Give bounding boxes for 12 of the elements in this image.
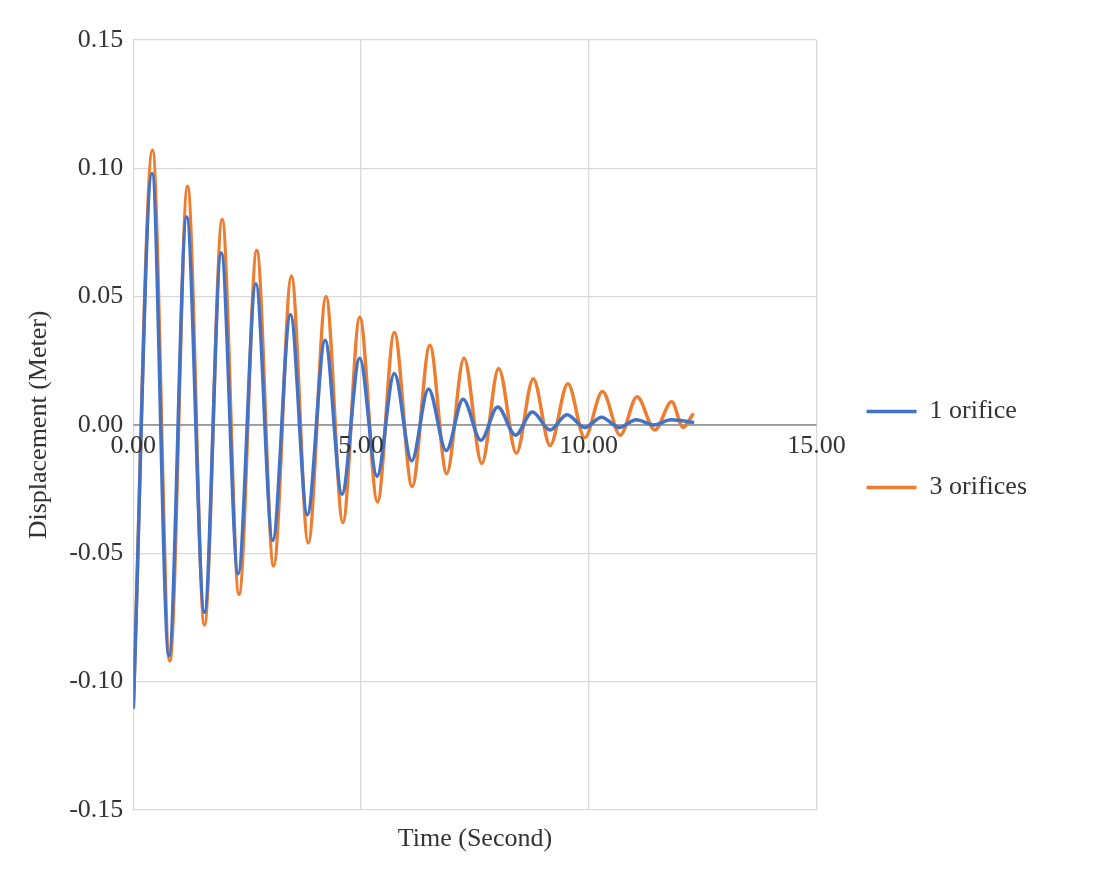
x-tick-label: 15.00 [787, 429, 846, 459]
y-tick-label: 0.10 [77, 152, 124, 182]
x-tick-label: 10.00 [559, 429, 619, 459]
y-tick-label: 0.15 [77, 23, 124, 53]
y-tick-label: -0.05 [69, 537, 124, 567]
y-axis-title: Displacement (Meter) [23, 310, 53, 540]
y-tick-label: -0.15 [69, 793, 124, 823]
x-axis-title: Time (Second) [397, 823, 553, 853]
legend-label: 1 orifice [929, 395, 1017, 425]
y-tick-label: -0.10 [69, 665, 124, 695]
y-tick-label: 0.05 [77, 280, 124, 310]
legend-label: 3 orifices [929, 471, 1028, 501]
